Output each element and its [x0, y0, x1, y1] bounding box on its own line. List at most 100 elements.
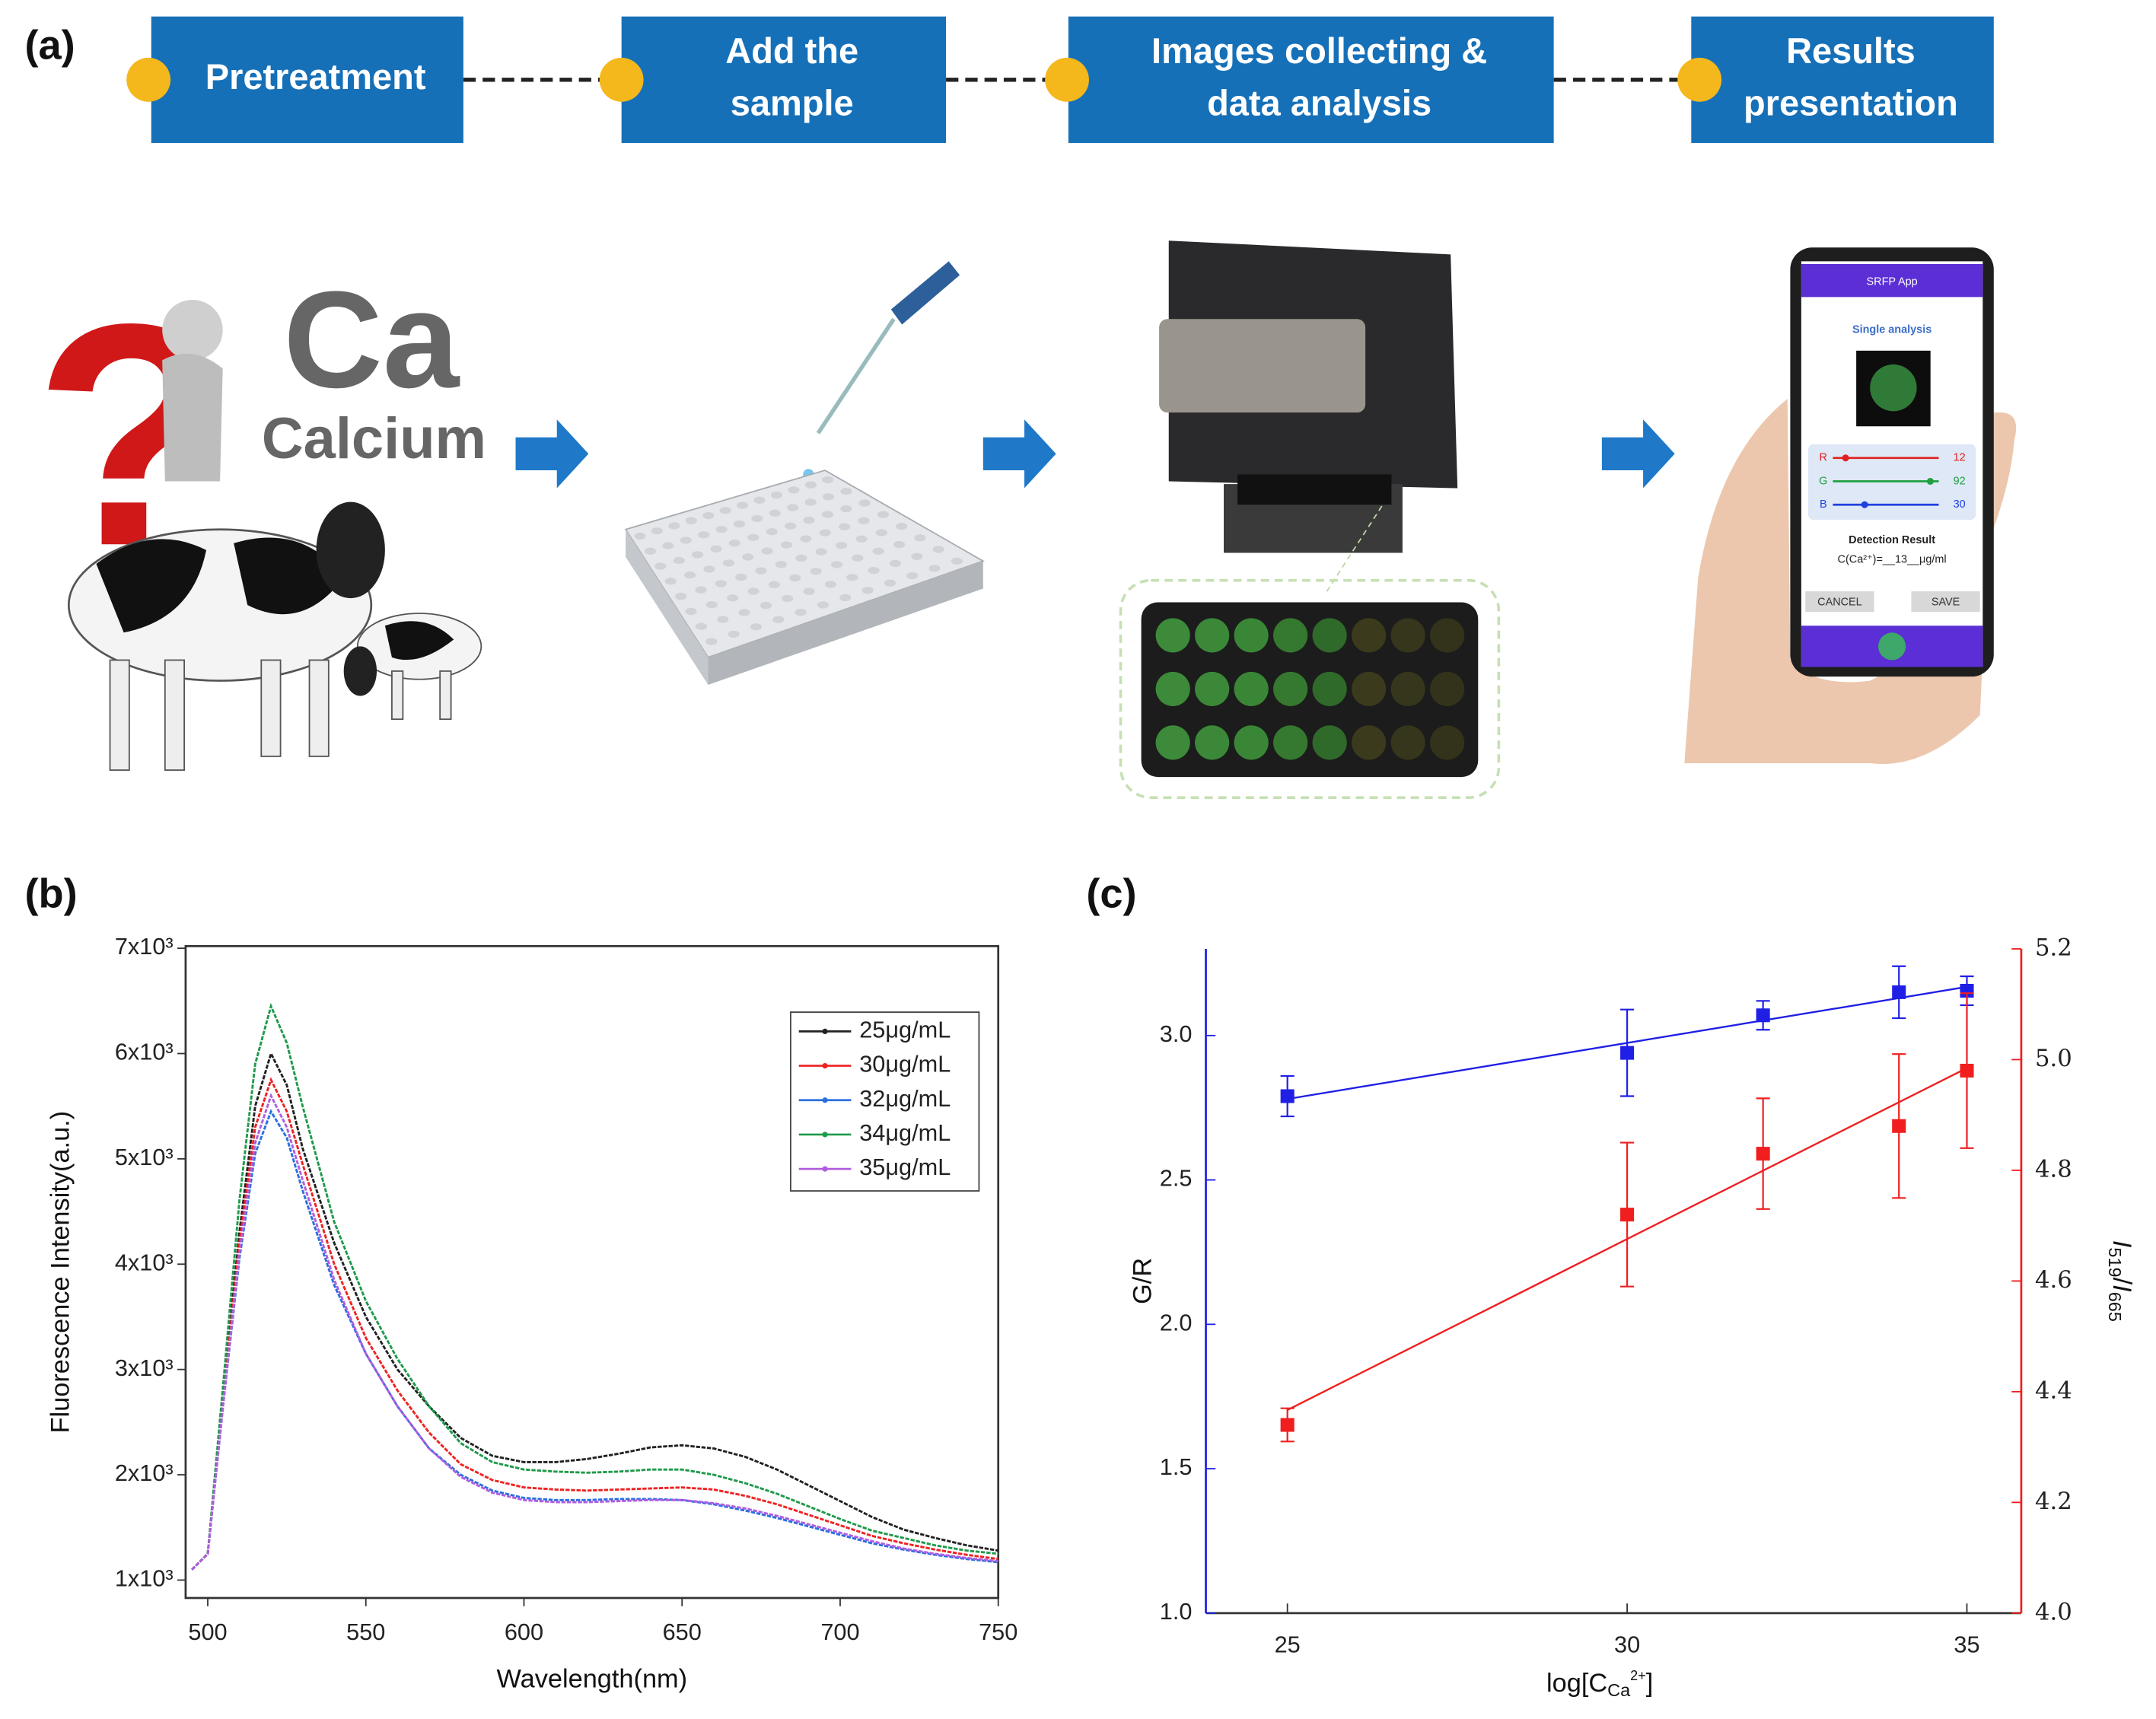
x-tick-label: 30 — [1614, 1631, 1640, 1657]
well — [722, 559, 734, 567]
well — [695, 622, 708, 630]
well — [1234, 671, 1269, 706]
person-head — [162, 299, 223, 361]
well — [698, 531, 710, 539]
well — [715, 580, 727, 587]
y-tick-label: 1.5 — [1160, 1453, 1193, 1480]
cow-spot — [234, 537, 344, 615]
x-tick-label: 500 — [188, 1619, 227, 1645]
step-label: Pretreatment — [205, 56, 426, 97]
step-box — [1691, 16, 1994, 143]
well — [795, 608, 807, 616]
well — [788, 486, 800, 494]
well — [770, 491, 783, 499]
slider-knob[interactable] — [1842, 454, 1849, 462]
series-line — [191, 1050, 998, 1571]
well — [695, 586, 707, 594]
cows — [67, 501, 482, 771]
well — [795, 554, 807, 562]
well — [884, 579, 896, 587]
y-tick-label: 7x10³ — [115, 933, 174, 960]
point — [1280, 1418, 1295, 1432]
y2-axis-label-part: 519 — [2105, 1247, 2125, 1277]
well — [775, 561, 788, 568]
well — [761, 547, 773, 555]
step-label: sample — [731, 83, 854, 123]
x-tick-label: 700 — [820, 1619, 859, 1645]
well — [830, 561, 843, 568]
well — [755, 567, 767, 575]
well — [951, 557, 963, 565]
x-axis-label-part: Ca — [1607, 1680, 1631, 1700]
well — [1155, 618, 1190, 653]
button-label[interactable]: SAVE — [1931, 596, 1960, 608]
cow-leg — [109, 659, 130, 771]
well — [804, 498, 817, 506]
legend-marker — [822, 1132, 828, 1138]
well — [1234, 618, 1269, 653]
x-axis-label: log[CCa2+] — [1546, 1668, 1653, 1700]
button[interactable] — [1911, 591, 1980, 613]
button-label[interactable]: CANCEL — [1817, 596, 1862, 608]
legend-box — [789, 1011, 980, 1192]
step-dot — [126, 57, 171, 102]
plate-side — [626, 529, 709, 685]
arrow — [982, 419, 1056, 489]
well — [928, 565, 941, 572]
well — [785, 522, 797, 530]
y2-tick-label: 4.0 — [2035, 1598, 2072, 1625]
phone-illustration: SRFP App Single analysis R 12 G 92 B 30 Detec… — [1684, 247, 2017, 764]
point — [1892, 985, 1906, 999]
well — [634, 532, 646, 540]
imaging-device — [1119, 240, 1501, 799]
well — [1312, 618, 1347, 653]
y-tick-label: 1.0 — [1160, 1598, 1193, 1625]
channel-value: 12 — [1954, 452, 1966, 464]
well — [858, 499, 871, 507]
step-box — [1068, 16, 1554, 143]
button[interactable] — [1805, 591, 1874, 613]
well — [822, 476, 834, 484]
well — [727, 594, 739, 602]
point — [1960, 1063, 1974, 1078]
well — [1155, 725, 1190, 760]
cow-leg — [260, 659, 282, 757]
well — [817, 601, 830, 609]
app-header — [1801, 263, 1983, 298]
cow-head — [316, 501, 385, 599]
well — [906, 571, 919, 580]
x-tick-label: 35 — [1954, 1631, 1979, 1657]
y2-axis-label-part: / — [2107, 1278, 2136, 1285]
plot-frame — [184, 944, 1000, 1600]
well — [702, 511, 715, 520]
well — [751, 514, 763, 523]
well — [911, 552, 923, 560]
well — [810, 568, 822, 575]
point — [1620, 1046, 1635, 1060]
well — [1273, 725, 1308, 760]
y-tick-label: 3x10³ — [115, 1355, 174, 1381]
well — [782, 594, 794, 603]
point — [1280, 1089, 1295, 1103]
well — [780, 541, 793, 549]
well — [914, 534, 926, 542]
legend-label: 30μg/mL — [859, 1051, 951, 1078]
y2-tick-label: 5.0 — [2035, 1045, 2072, 1072]
well — [819, 529, 831, 536]
x-tick-label: 650 — [663, 1619, 702, 1645]
slider-knob[interactable] — [1926, 478, 1934, 485]
well-grid — [1155, 618, 1465, 760]
channels: R 12 G 92 B 30 — [1819, 452, 1966, 511]
x-axis-label-part: log[C — [1546, 1669, 1607, 1698]
well — [877, 511, 890, 518]
well — [747, 533, 760, 541]
step-box — [621, 16, 947, 143]
y-tick-label: 6x10³ — [115, 1039, 174, 1065]
well — [1195, 725, 1230, 760]
y2-axis-label-part: 665 — [2105, 1292, 2125, 1322]
legend-marker — [822, 1166, 828, 1172]
legend-label: 32μg/mL — [859, 1085, 951, 1112]
pipette — [803, 261, 960, 480]
x-axis-label-part: ] — [1646, 1669, 1654, 1698]
slider-knob[interactable] — [1861, 501, 1868, 508]
